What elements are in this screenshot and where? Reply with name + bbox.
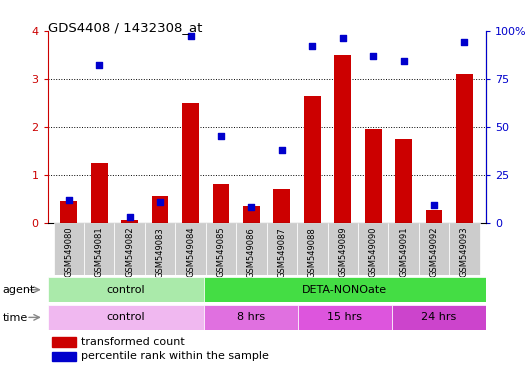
Bar bbox=[91, 163, 108, 223]
Bar bbox=[54, 223, 84, 275]
Text: transformed count: transformed count bbox=[81, 337, 185, 347]
Text: GSM549086: GSM549086 bbox=[247, 227, 256, 278]
Point bbox=[399, 58, 408, 65]
Bar bbox=[152, 196, 168, 223]
Bar bbox=[145, 223, 175, 275]
Bar bbox=[115, 223, 145, 275]
Text: GSM549080: GSM549080 bbox=[64, 227, 73, 278]
Bar bbox=[449, 223, 479, 275]
Point bbox=[126, 214, 134, 220]
Point bbox=[338, 35, 347, 41]
Text: GSM549083: GSM549083 bbox=[156, 227, 165, 278]
Point bbox=[95, 62, 103, 68]
Bar bbox=[182, 103, 199, 223]
Text: time: time bbox=[3, 313, 28, 323]
Bar bbox=[304, 96, 320, 223]
Bar bbox=[52, 337, 76, 347]
Bar bbox=[334, 55, 351, 223]
Bar bbox=[204, 277, 486, 302]
Text: GSM549090: GSM549090 bbox=[369, 227, 378, 277]
Bar bbox=[327, 223, 358, 275]
Bar bbox=[426, 210, 442, 223]
Bar bbox=[206, 223, 236, 275]
Text: control: control bbox=[107, 312, 145, 323]
Bar bbox=[297, 223, 327, 275]
Bar bbox=[48, 277, 204, 302]
Point bbox=[430, 202, 438, 209]
Text: GSM549089: GSM549089 bbox=[338, 227, 347, 278]
Bar bbox=[175, 223, 206, 275]
Point bbox=[278, 147, 286, 153]
Point bbox=[460, 39, 469, 45]
Bar bbox=[204, 305, 298, 330]
Text: 8 hrs: 8 hrs bbox=[237, 312, 265, 323]
Bar bbox=[52, 351, 76, 361]
Text: GSM549088: GSM549088 bbox=[308, 227, 317, 278]
Bar bbox=[236, 223, 267, 275]
Text: DETA-NONOate: DETA-NONOate bbox=[303, 285, 388, 295]
Text: GSM549081: GSM549081 bbox=[95, 227, 104, 278]
Point bbox=[156, 199, 164, 205]
Text: GSM549087: GSM549087 bbox=[277, 227, 286, 278]
Bar bbox=[456, 74, 473, 223]
Bar bbox=[389, 223, 419, 275]
Point bbox=[369, 53, 378, 59]
Text: 15 hrs: 15 hrs bbox=[327, 312, 362, 323]
Point bbox=[186, 33, 195, 40]
Bar bbox=[365, 129, 382, 223]
Text: control: control bbox=[107, 285, 145, 295]
Text: GSM549084: GSM549084 bbox=[186, 227, 195, 278]
Bar bbox=[243, 206, 260, 223]
Bar bbox=[395, 139, 412, 223]
Point bbox=[308, 43, 316, 49]
Text: GSM549093: GSM549093 bbox=[460, 227, 469, 278]
Bar bbox=[213, 184, 229, 223]
Text: GSM549091: GSM549091 bbox=[399, 227, 408, 277]
Point bbox=[247, 204, 256, 210]
Point bbox=[64, 197, 73, 203]
Bar bbox=[60, 201, 77, 223]
Text: 24 hrs: 24 hrs bbox=[421, 312, 456, 323]
Text: GSM549092: GSM549092 bbox=[429, 227, 439, 277]
Bar bbox=[298, 305, 392, 330]
Bar bbox=[267, 223, 297, 275]
Text: GSM549082: GSM549082 bbox=[125, 227, 134, 278]
Bar bbox=[392, 305, 486, 330]
Text: percentile rank within the sample: percentile rank within the sample bbox=[81, 351, 269, 361]
Bar bbox=[274, 189, 290, 223]
Bar bbox=[121, 220, 138, 223]
Text: GSM549085: GSM549085 bbox=[216, 227, 225, 278]
Bar bbox=[358, 223, 389, 275]
Bar bbox=[84, 223, 115, 275]
Text: agent: agent bbox=[3, 285, 35, 295]
Text: GDS4408 / 1432308_at: GDS4408 / 1432308_at bbox=[48, 21, 202, 34]
Point bbox=[217, 133, 225, 139]
Bar bbox=[419, 223, 449, 275]
Bar bbox=[48, 305, 204, 330]
